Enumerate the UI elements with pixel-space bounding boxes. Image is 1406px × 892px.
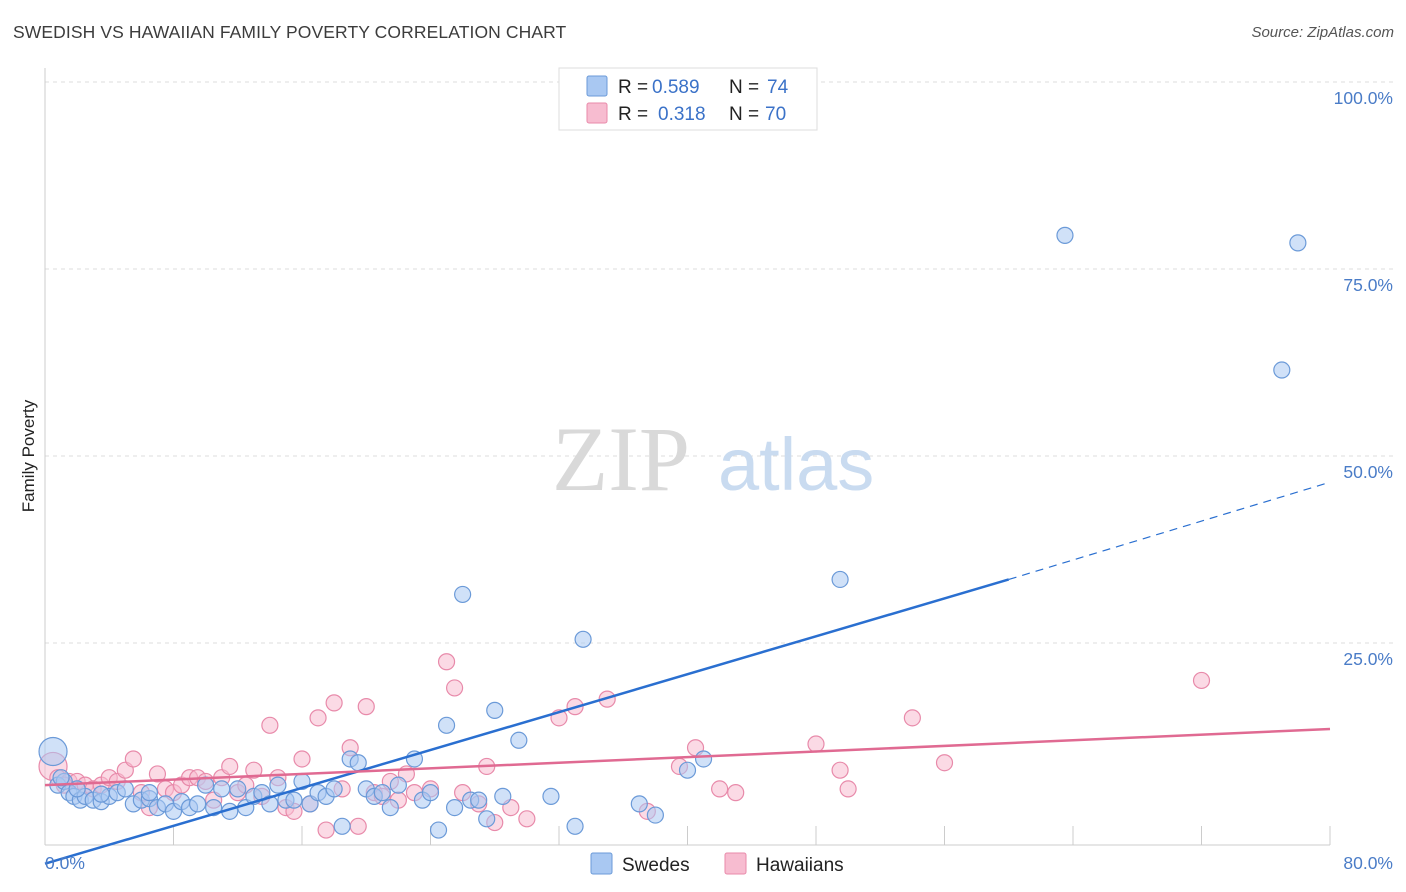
hawaiians-point-33 xyxy=(309,709,327,727)
hawaiians-point-66 xyxy=(903,709,921,727)
legend-bottom-swatch-hawaiians xyxy=(724,852,747,875)
swedes-point-72 xyxy=(92,785,110,803)
swedes-point-73 xyxy=(140,784,159,802)
legend-r-value-1: 0.589 xyxy=(652,77,700,98)
hawaiians-point-68 xyxy=(1192,671,1211,690)
swedes-point-32 xyxy=(285,791,303,809)
swedes-point-11 xyxy=(116,780,134,798)
watermark-atlas: atlas xyxy=(718,423,874,506)
swedes-point-55 xyxy=(478,810,496,828)
legend-r-label-2: R = xyxy=(618,104,648,125)
hawaiians-point-64 xyxy=(831,761,849,779)
swedes-point-38 xyxy=(333,817,351,835)
swedes-point-45 xyxy=(389,776,407,794)
swedes-point-60 xyxy=(566,817,584,835)
swedes-point-66 xyxy=(831,570,849,589)
swedes-point-43 xyxy=(373,784,391,802)
source-credit: Source: ZipAtlas.com xyxy=(1251,24,1394,41)
hawaiians-point-48 xyxy=(445,679,464,697)
hawaiians-point-39 xyxy=(357,698,375,716)
hawaiians-point-47 xyxy=(437,653,456,671)
swedes-point-20 xyxy=(188,795,207,813)
legend-bottom-swedes: Swedes xyxy=(622,855,690,876)
hawaiians-point-61 xyxy=(711,780,729,798)
swedes-point-54 xyxy=(470,791,488,809)
swedes-point-61 xyxy=(574,630,592,648)
legend-r-label-1: R = xyxy=(618,77,648,98)
swedes-point-48 xyxy=(421,784,440,802)
hawaiians-trendline xyxy=(44,727,1331,787)
y-tick-labels: 100.0% 75.0% 50.0% 25.0% xyxy=(1334,88,1393,669)
legend-n-label-2: N = xyxy=(729,104,759,125)
swedes-point-52 xyxy=(454,585,472,604)
swedes-point-62 xyxy=(630,795,648,813)
legend-bottom: Swedes Hawaiians xyxy=(590,852,844,876)
swedes-points xyxy=(38,226,1307,839)
swedes-point-57 xyxy=(494,787,512,805)
swedes-point-69 xyxy=(1289,234,1307,252)
hawaiians-point-13 xyxy=(148,765,167,783)
legend-n-label-1: N = xyxy=(729,77,759,98)
swedes-point-0 xyxy=(38,736,68,767)
y-tick-label-1: 75.0% xyxy=(1343,275,1393,295)
swedes-point-30 xyxy=(269,776,287,794)
hawaiians-point-65 xyxy=(839,780,857,798)
legend-top: R = 0.589 N = 74 R = 0.318 N = 70 xyxy=(558,67,818,131)
swedes-point-65 xyxy=(694,750,713,768)
hawaiians-point-54 xyxy=(518,810,536,828)
legend-n-value-1: 74 xyxy=(767,77,789,98)
watermark: ZIP atlas xyxy=(552,408,874,510)
swedes-trendline xyxy=(44,578,1010,865)
swedes-point-68 xyxy=(1273,361,1291,379)
legend-r-value-2: 0.318 xyxy=(658,104,706,125)
swedes-point-56 xyxy=(486,701,504,719)
gridlines xyxy=(45,81,1393,644)
swedes-point-58 xyxy=(510,731,528,749)
swedes-point-49 xyxy=(429,821,448,839)
y-axis-label: Family Poverty xyxy=(19,399,38,512)
watermark-zip: ZIP xyxy=(552,408,690,510)
legend-n-value-2: 70 xyxy=(765,104,786,125)
hawaiians-point-35 xyxy=(325,694,343,712)
swedes-point-25 xyxy=(229,780,247,798)
hawaiians-point-25 xyxy=(245,761,263,779)
legend-swatch-hawaiians xyxy=(586,102,608,124)
swedes-point-64 xyxy=(678,761,697,779)
hawaiians-point-67 xyxy=(935,754,954,772)
swedes-point-44 xyxy=(381,798,399,817)
swedes-point-51 xyxy=(445,798,464,817)
swedes-point-40 xyxy=(349,754,367,772)
swedes-point-59 xyxy=(542,787,560,805)
swedes-point-23 xyxy=(213,780,231,798)
y-tick-label-3: 25.0% xyxy=(1343,649,1393,669)
swedes-point-63 xyxy=(646,806,664,824)
x-tick-label-0: 0.0% xyxy=(45,853,85,873)
hawaiians-point-10 xyxy=(124,750,142,768)
chart-title: SWEDISH VS HAWAIIAN FAMILY POVERTY CORRE… xyxy=(13,22,567,42)
swedes-point-37 xyxy=(325,780,343,798)
y-tick-label-0: 100.0% xyxy=(1334,88,1393,108)
swedes-trendline-extension xyxy=(1008,481,1331,581)
y-tick-label-2: 50.0% xyxy=(1343,462,1393,482)
hawaiians-point-38 xyxy=(349,817,367,835)
swedes-point-50 xyxy=(437,716,456,734)
legend-bottom-hawaiians: Hawaiians xyxy=(756,855,844,876)
hawaiians-point-27 xyxy=(261,716,279,734)
x-tick-labels: 0.0% 80.0% xyxy=(45,853,1393,873)
trendlines xyxy=(44,481,1331,865)
hawaiians-point-63 xyxy=(807,735,825,753)
hawaiians-point-31 xyxy=(293,750,311,768)
swedes-point-67 xyxy=(1056,226,1074,244)
hawaiians-point-62 xyxy=(727,784,745,802)
hawaiians-point-22 xyxy=(221,757,239,776)
hawaiians-point-34 xyxy=(317,821,335,839)
legend-bottom-swatch-swedes xyxy=(590,852,613,875)
x-tick-label-1: 80.0% xyxy=(1343,853,1393,873)
legend-swatch-swedes xyxy=(586,75,608,97)
